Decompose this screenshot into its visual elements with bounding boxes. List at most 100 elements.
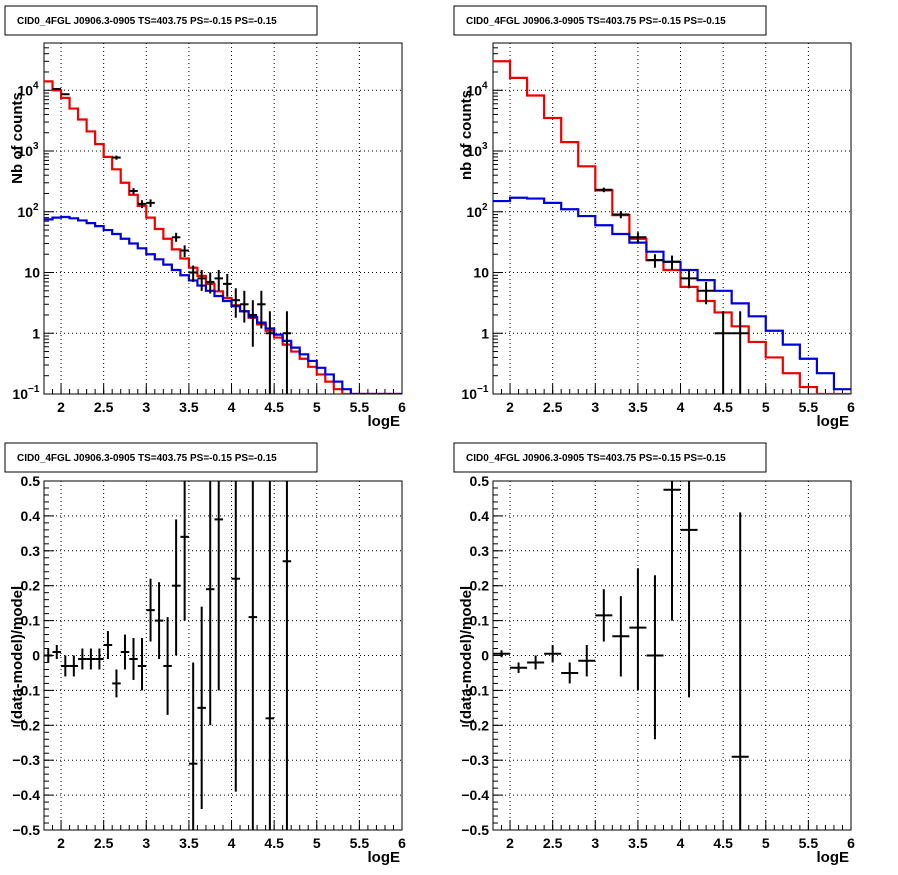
x-axis-label: logE: [368, 413, 401, 430]
x-tick-label: 3: [591, 835, 599, 851]
x-tick-label: 3: [591, 399, 599, 415]
x-tick-label: 3: [142, 399, 150, 415]
y-tick-label: 10: [17, 82, 33, 98]
y-tick-label: 10: [12, 386, 28, 402]
x-tick-label: 5.5: [350, 835, 370, 851]
y-axis-label: nb of counts: [458, 90, 475, 180]
x-tick-label: 5.5: [799, 835, 819, 851]
x-tick-label: 4: [677, 835, 685, 851]
plot-frame: [492, 42, 852, 395]
x-tick-label: 2: [57, 835, 65, 851]
x-tick-label: 5: [313, 835, 321, 851]
x-tick-label: 5: [313, 399, 321, 415]
y-tick-exponent: 2: [482, 202, 488, 213]
y-tick-label: 1: [32, 325, 40, 341]
y-tick-label: 0.1: [21, 613, 41, 629]
y-axis-label: Nb of counts: [9, 92, 26, 184]
x-tick-label: 4: [228, 835, 236, 851]
data-area: [44, 80, 402, 394]
x-axis-label: logE: [368, 849, 401, 866]
x-tick-label: 3.5: [179, 399, 199, 415]
x-tick-label: 6: [847, 835, 855, 851]
y-tick-label: 0: [481, 648, 489, 664]
y-tick-label: −0.4: [461, 787, 489, 803]
model-background-step-line: [44, 215, 402, 394]
x-tick-label: 2.5: [543, 399, 563, 415]
title-box: [453, 5, 767, 36]
y-tick-exponent: 4: [482, 80, 488, 91]
y-tick-exponent: −1: [28, 384, 40, 395]
y-tick-label: 0.5: [21, 473, 41, 489]
y-tick-exponent: −1: [477, 384, 489, 395]
x-tick-label: 3.5: [628, 835, 648, 851]
y-tick-label: 10: [24, 265, 40, 281]
x-tick-label: 4.5: [713, 835, 733, 851]
y-tick-exponent: 3: [33, 141, 39, 152]
x-tick-label: 4: [228, 399, 236, 415]
data-area: [493, 60, 851, 394]
y-tick-exponent: 2: [33, 202, 39, 213]
y-tick-label: 0.4: [470, 508, 490, 524]
counts-panel-right: CID0_4FGL J0906.3-0905 TS=403.75 PS=-0.1…: [453, 5, 855, 430]
plot-title: CID0_4FGL J0906.3-0905 TS=403.75 PS=-0.1…: [466, 16, 726, 27]
y-tick-label: 0.1: [470, 613, 490, 629]
y-axis-label: (data-model)/model: [458, 586, 475, 724]
x-tick-label: 2.5: [94, 835, 114, 851]
model-total-step-line: [493, 60, 851, 394]
title-box: [4, 5, 318, 36]
y-tick-label: 10: [466, 82, 482, 98]
x-tick-label: 2: [57, 399, 65, 415]
x-axis-label: logE: [817, 413, 850, 430]
plot-title: CID0_4FGL J0906.3-0905 TS=403.75 PS=-0.1…: [17, 16, 277, 27]
x-tick-label: 3.5: [179, 835, 199, 851]
x-tick-label: 2: [506, 835, 514, 851]
model-background-step-line: [493, 196, 851, 391]
y-tick-label: −0.4: [12, 787, 40, 803]
x-tick-label: 3.5: [628, 399, 648, 415]
y-axis-label: (data-model)/model: [9, 586, 26, 724]
x-tick-label: 6: [398, 835, 406, 851]
y-tick-label: 0.2: [21, 578, 41, 594]
counts-panel-left: CID0_4FGL J0906.3-0905 TS=403.75 PS=-0.1…: [4, 5, 406, 430]
x-tick-label: 2.5: [94, 399, 114, 415]
y-tick-label: 10: [17, 143, 33, 159]
y-tick-label: 0.3: [470, 543, 490, 559]
residual-panel-left: CID0_4FGL J0906.3-0905 TS=403.75 PS=-0.1…: [4, 442, 406, 866]
plot-title: CID0_4FGL J0906.3-0905 TS=403.75 PS=-0.1…: [17, 453, 277, 464]
y-tick-label: 10: [17, 204, 33, 220]
y-tick-exponent: 3: [482, 141, 488, 152]
x-tick-label: 2: [506, 399, 514, 415]
y-tick-label: 10: [466, 143, 482, 159]
x-tick-label: 5.5: [799, 399, 819, 415]
x-tick-label: 4.5: [713, 399, 733, 415]
x-tick-label: 5: [762, 835, 770, 851]
y-tick-label: −0.1: [12, 682, 40, 698]
y-tick-label: 10: [473, 265, 489, 281]
title-box: [453, 442, 767, 473]
x-tick-label: 5.5: [350, 399, 370, 415]
data-area: [493, 481, 749, 830]
y-tick-label: −0.5: [461, 822, 489, 838]
title-box: [4, 442, 318, 473]
x-tick-label: 3: [142, 835, 150, 851]
x-tick-label: 6: [398, 399, 406, 415]
y-tick-label: 0.5: [470, 473, 490, 489]
y-tick-label: −0.2: [461, 717, 489, 733]
x-axis-label: logE: [817, 849, 850, 866]
data-area: [44, 481, 292, 830]
x-tick-label: 5: [762, 399, 770, 415]
x-tick-label: 6: [847, 399, 855, 415]
y-tick-label: 0.3: [21, 543, 41, 559]
plot-frame: [43, 42, 403, 395]
x-tick-label: 4: [677, 399, 685, 415]
y-tick-label: −0.1: [461, 682, 489, 698]
y-tick-label: −0.5: [12, 822, 40, 838]
plot-title: CID0_4FGL J0906.3-0905 TS=403.75 PS=-0.1…: [466, 453, 726, 464]
x-tick-label: 4.5: [264, 399, 284, 415]
y-tick-label: 10: [461, 386, 477, 402]
y-tick-label: 10: [466, 204, 482, 220]
model-total-step-line: [44, 80, 402, 394]
residual-panel-right: CID0_4FGL J0906.3-0905 TS=403.75 PS=-0.1…: [453, 442, 855, 866]
y-tick-label: 0.2: [470, 578, 490, 594]
